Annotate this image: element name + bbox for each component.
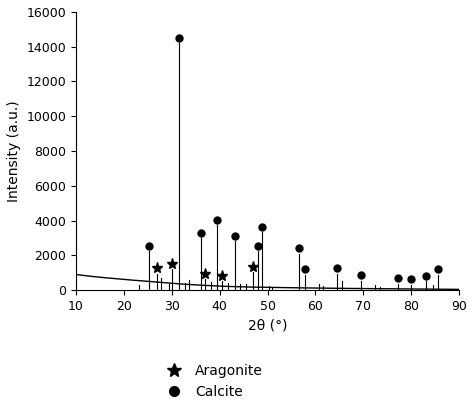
Legend: Aragonite, Calcite: Aragonite, Calcite [155,358,268,403]
X-axis label: 2θ (°): 2θ (°) [248,318,287,332]
Y-axis label: Intensity (a.u.): Intensity (a.u.) [7,100,21,202]
